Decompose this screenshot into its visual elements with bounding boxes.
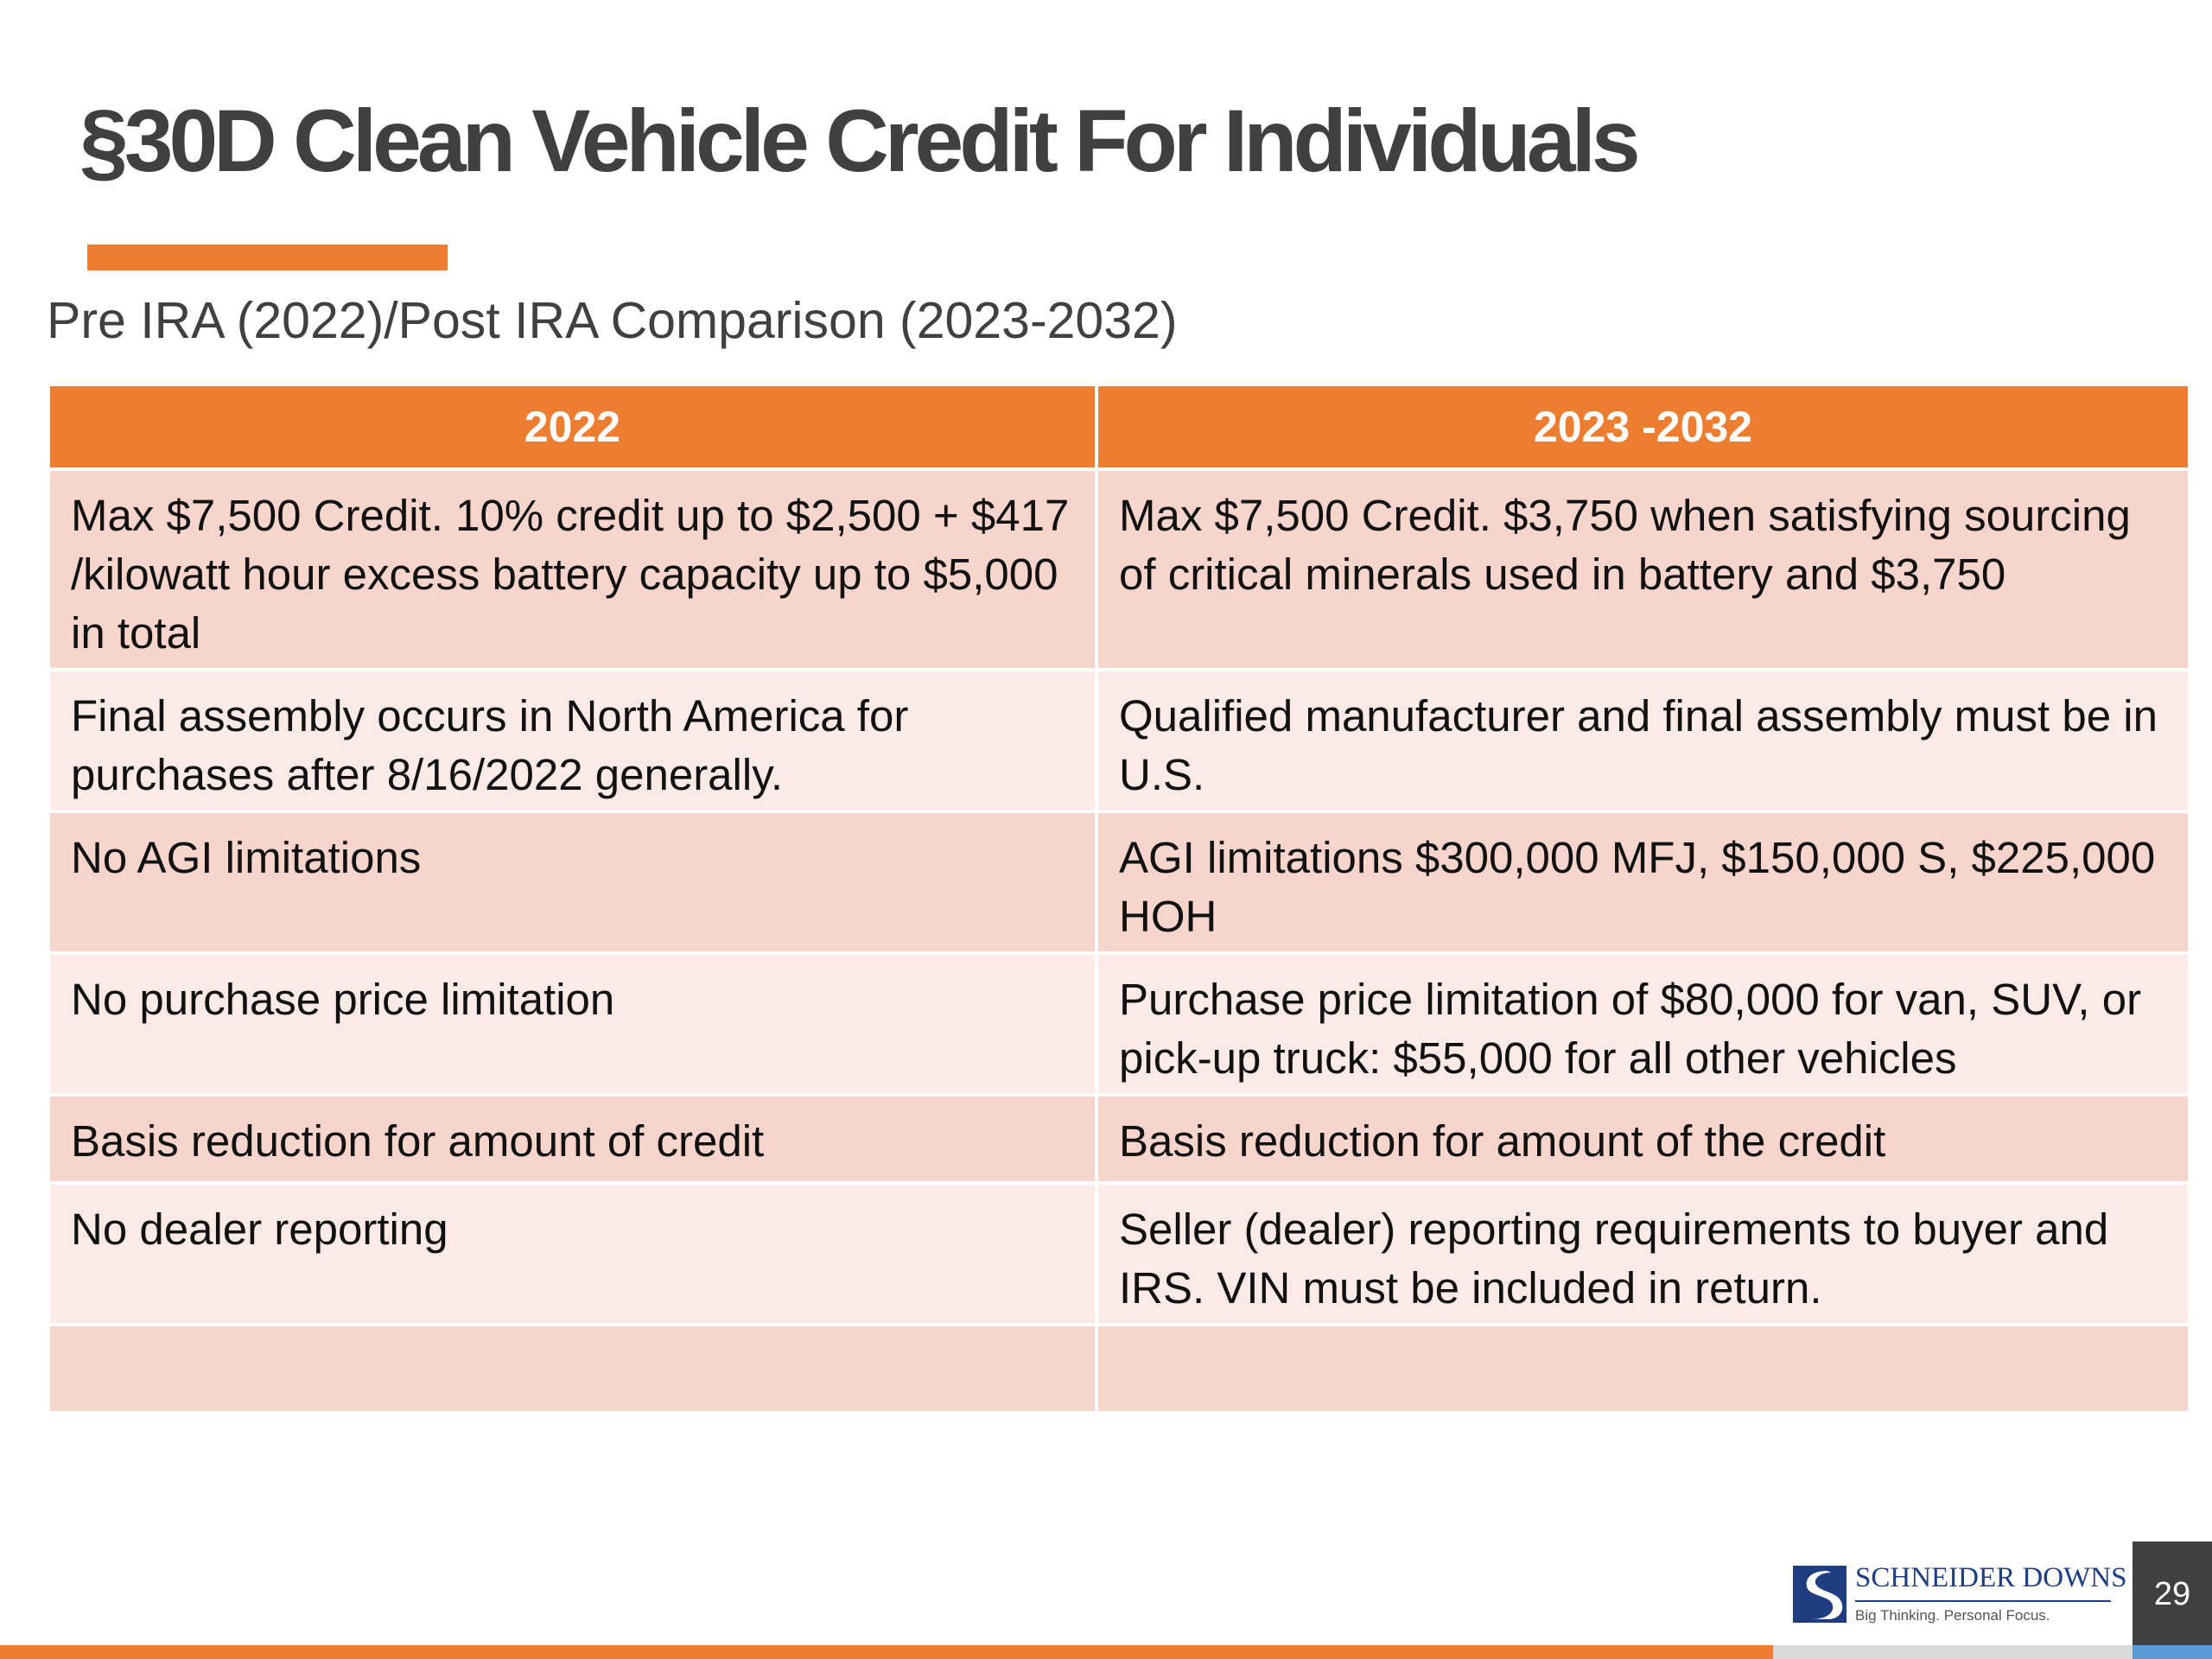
footer-bar-gray: [1773, 1645, 2133, 1659]
table-cell: Qualified manufacturer and final assembl…: [1095, 668, 2191, 813]
table-row: No dealer reporting Seller (dealer) repo…: [47, 1181, 2191, 1326]
logo-mark-icon: [1793, 1566, 1847, 1623]
header-2022: 2022: [47, 383, 1098, 471]
page-number: 29: [2153, 1576, 2191, 1612]
header-2023-2032: 2023 -2032: [1095, 383, 2191, 471]
footer-bar-blue: [2133, 1645, 2212, 1659]
table-cell: [47, 1323, 1098, 1414]
table-cell: No dealer reporting: [47, 1181, 1098, 1326]
slide-title: §30D Clean Vehicle Credit For Individual…: [79, 92, 1641, 190]
logo-tagline: Big Thinking. Personal Focus.: [1855, 1607, 2050, 1624]
table-header-row: 2022 2023 -2032: [47, 383, 2191, 471]
table-cell: No AGI limitations: [47, 810, 1098, 955]
table-row: Final assembly occurs in North America f…: [47, 668, 2191, 813]
table-cell: Seller (dealer) reporting requirements t…: [1095, 1181, 2191, 1326]
slide-subtitle: Pre IRA (2022)/Post IRA Comparison (2023…: [47, 292, 1178, 349]
table-cell: AGI limitations $300,000 MFJ, $150,000 S…: [1095, 810, 2191, 955]
table-row-empty: [47, 1323, 2191, 1414]
table-cell: [1095, 1323, 2191, 1414]
logo-company-name: SCHNEIDER DOWNS: [1855, 1562, 2127, 1593]
table-row: Basis reduction for amount of credit Bas…: [47, 1093, 2191, 1185]
comparison-table: 2022 2023 -2032 Max $7,500 Credit. 10% c…: [47, 383, 2191, 1414]
table-cell: Basis reduction for amount of credit: [47, 1093, 1098, 1185]
table-cell: Max $7,500 Credit. 10% credit up to $2,5…: [47, 467, 1098, 671]
page-number-box: 29: [2133, 1541, 2212, 1645]
title-accent-bar: [87, 245, 448, 270]
table-row: Max $7,500 Credit. 10% credit up to $2,5…: [47, 467, 2191, 671]
table-cell: Purchase price limitation of $80,000 for…: [1095, 951, 2191, 1096]
logo-divider: [1855, 1600, 2111, 1602]
footer-bar-orange: [0, 1645, 1773, 1659]
table-row: No purchase price limitation Purchase pr…: [47, 951, 2191, 1096]
company-logo: SCHNEIDER DOWNS Big Thinking. Personal F…: [1793, 1562, 2126, 1631]
table-row: No AGI limitations AGI limitations $300,…: [47, 810, 2191, 955]
table-cell: Basis reduction for amount of the credit: [1095, 1093, 2191, 1185]
table-cell: Final assembly occurs in North America f…: [47, 668, 1098, 813]
table-cell: Max $7,500 Credit. $3,750 when satisfyin…: [1095, 467, 2191, 671]
table-cell: No purchase price limitation: [47, 951, 1098, 1096]
